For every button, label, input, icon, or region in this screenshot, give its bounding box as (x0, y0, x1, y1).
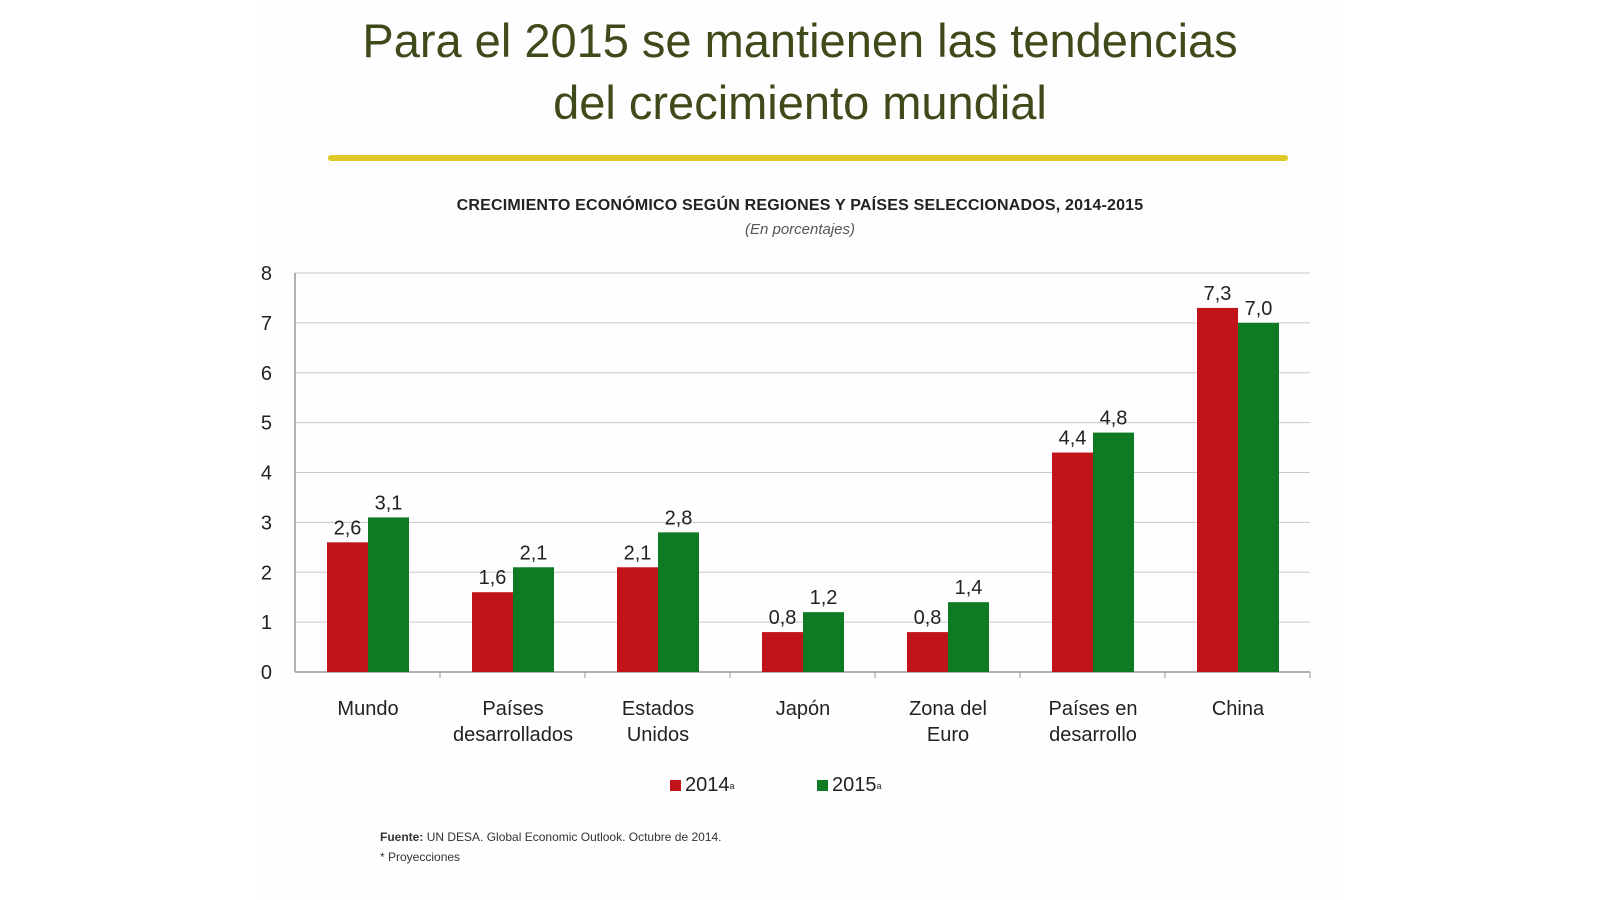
y-tick-label: 5 (261, 413, 272, 435)
bar-2014 (1197, 307, 1238, 672)
bar-2015 (658, 532, 699, 672)
x-tick-label: desarrollados (453, 724, 573, 746)
bar-2014 (907, 632, 948, 672)
data-label: 2,8 (665, 507, 693, 529)
x-tick-label: Mundo (337, 698, 398, 720)
y-tick-label: 0 (261, 662, 272, 684)
data-label: 2,1 (624, 542, 652, 564)
bar-2014 (617, 567, 658, 672)
legend-swatch-2015 (817, 780, 828, 791)
chart-title: CRECIMIENTO ECONÓMICO SEGÚN REGIONES Y P… (456, 197, 1144, 214)
y-tick-label: 3 (261, 512, 272, 534)
legend-sup: a (729, 780, 735, 791)
data-label: 0,8 (914, 607, 942, 629)
legend-sup: a (876, 780, 882, 791)
chart-subtitle: (En porcentajes) (744, 221, 856, 238)
data-label: 1,6 (479, 567, 507, 589)
legend-label: 2015 (832, 774, 877, 796)
data-label: 0,8 (769, 607, 797, 629)
legend-label: 2014 (685, 774, 730, 796)
x-tick-label: Países (482, 698, 543, 720)
y-tick-label: 1 (261, 612, 272, 634)
y-tick-label: 8 (261, 263, 272, 285)
bar-2014 (762, 632, 803, 672)
data-label: 1,4 (955, 577, 983, 599)
y-tick-label: 2 (261, 562, 272, 584)
projection-note: * Proyecciones (380, 850, 461, 864)
bar-2015 (803, 612, 844, 672)
y-tick-label: 7 (261, 313, 272, 335)
source-label: Fuente: (380, 830, 424, 844)
x-tick-label: Estados (622, 698, 694, 720)
data-label: 7,0 (1245, 298, 1273, 320)
x-tick-label: Países en (1049, 698, 1138, 720)
bar-2015 (368, 517, 409, 672)
legend-item-2014: 2014 a (670, 774, 735, 797)
bar-2014 (327, 542, 368, 672)
data-label: 1,2 (810, 587, 838, 609)
title-line-1: Para el 2015 se mantienen las tendencias (362, 14, 1238, 67)
data-label: 4,4 (1059, 428, 1087, 450)
bar-2014 (472, 592, 513, 672)
x-tick-label: Zona del (909, 698, 987, 720)
x-tick-label: Euro (927, 724, 969, 746)
bar-2015 (1238, 322, 1279, 672)
x-tick-label: Japón (776, 698, 831, 720)
bar-2015 (513, 567, 554, 672)
y-tick-label: 6 (261, 363, 272, 385)
bar-2015 (948, 602, 989, 672)
legend-swatch-2014 (670, 780, 681, 791)
title-divider (328, 155, 1288, 161)
bar-2014 (1052, 452, 1093, 672)
y-tick-label: 4 (261, 463, 272, 485)
data-label: 4,8 (1100, 408, 1128, 430)
slide-title: Para el 2015 se mantienen las tendencias… (0, 10, 1600, 134)
title-line-2: del crecimiento mundial (553, 76, 1047, 129)
data-label: 2,1 (520, 542, 548, 564)
source-text: UN DESA. Global Economic Outlook. Octubr… (426, 830, 722, 844)
x-tick-label: Unidos (627, 724, 689, 746)
data-label: 3,1 (375, 492, 403, 514)
x-tick-label: desarrollo (1049, 724, 1137, 746)
x-tick-label: China (1212, 698, 1265, 720)
slide-background (255, 0, 1345, 900)
legend-item-2015: 2015 a (817, 774, 882, 797)
data-label: 7,3 (1204, 283, 1232, 305)
bar-2015 (1093, 432, 1134, 672)
source-note: Fuente: UN DESA. Global Economic Outlook… (380, 830, 722, 844)
data-label: 2,6 (334, 517, 362, 539)
